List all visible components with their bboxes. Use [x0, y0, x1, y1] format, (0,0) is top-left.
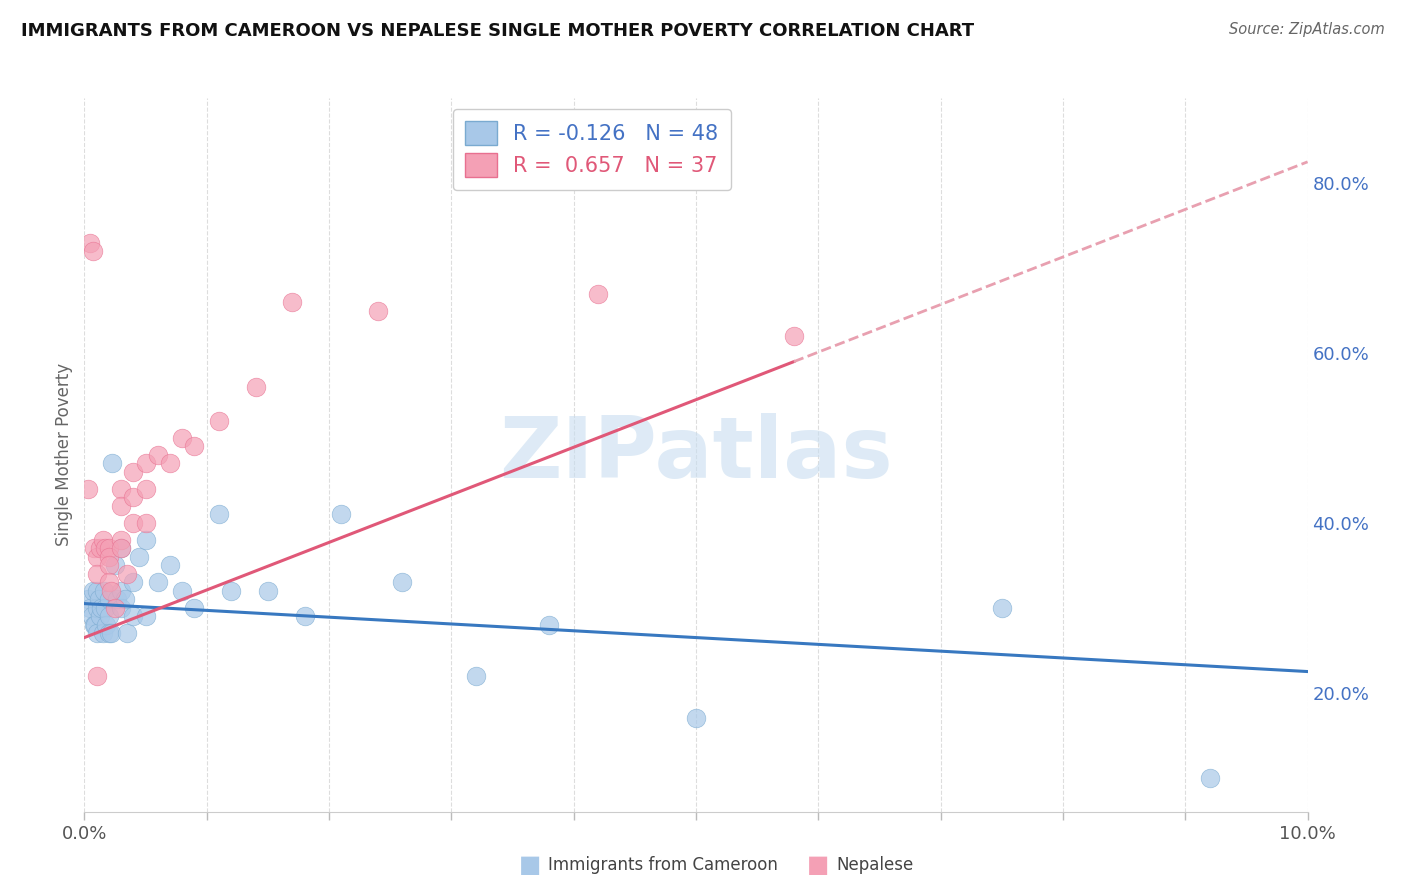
Point [135, 533, 157, 547]
Point [83, 617, 105, 632]
Point [97, 592, 120, 607]
Point [94, 541, 117, 556]
Point [101, 457, 124, 471]
Point [122, 575, 145, 590]
Point [115, 566, 138, 581]
Point [122, 465, 145, 479]
Point [538, 617, 561, 632]
Point [104, 600, 127, 615]
Point [82, 244, 104, 258]
Point [135, 482, 157, 496]
Point [87, 592, 110, 607]
Point [991, 600, 1014, 615]
Point [122, 516, 145, 530]
Point [86, 549, 108, 564]
Point [135, 609, 157, 624]
Text: ■: ■ [519, 854, 541, 877]
Point [685, 711, 707, 725]
Point [464, 669, 486, 683]
Point [172, 583, 194, 598]
Point [110, 600, 132, 615]
Point [114, 592, 136, 607]
Point [86, 626, 108, 640]
Point [110, 541, 132, 556]
Point [294, 609, 316, 624]
Text: ZIPatlas: ZIPatlas [499, 413, 893, 497]
Text: Source: ZipAtlas.com: Source: ZipAtlas.com [1229, 22, 1385, 37]
Point [135, 516, 157, 530]
Point [783, 329, 806, 343]
Text: IMMIGRANTS FROM CAMEROON VS NEPALESE SINGLE MOTHER POVERTY CORRELATION CHART: IMMIGRANTS FROM CAMEROON VS NEPALESE SIN… [21, 22, 974, 40]
Point [1198, 771, 1220, 785]
Point [94, 600, 117, 615]
Point [110, 533, 132, 547]
Point [257, 583, 280, 598]
Point [367, 303, 389, 318]
Point [135, 457, 157, 471]
Point [86, 669, 108, 683]
Point [82, 583, 104, 598]
Point [183, 600, 205, 615]
Point [77, 482, 100, 496]
Point [586, 286, 609, 301]
Point [89, 609, 111, 624]
Legend: R = -0.126   N = 48, R =  0.657   N = 37: R = -0.126 N = 48, R = 0.657 N = 37 [453, 109, 731, 190]
Point [219, 583, 242, 598]
Point [91, 626, 114, 640]
Point [97, 549, 120, 564]
Point [104, 558, 127, 573]
Text: Immigrants from Cameroon: Immigrants from Cameroon [548, 856, 778, 874]
Point [159, 558, 181, 573]
Point [84, 617, 107, 632]
Point [110, 499, 132, 513]
Text: ■: ■ [807, 854, 830, 877]
Point [146, 575, 169, 590]
Point [97, 575, 120, 590]
Point [146, 448, 169, 462]
Point [110, 583, 132, 598]
Point [110, 482, 132, 496]
Point [122, 609, 145, 624]
Point [86, 583, 108, 598]
Point [245, 380, 267, 394]
Point [183, 439, 205, 453]
Point [90, 600, 112, 615]
Point [97, 609, 120, 624]
Point [391, 575, 413, 590]
Point [79, 235, 101, 250]
Point [77, 592, 100, 607]
Y-axis label: Single Mother Poverty: Single Mother Poverty [55, 363, 73, 547]
Point [208, 414, 231, 428]
Point [100, 626, 122, 640]
Point [89, 541, 111, 556]
Point [122, 491, 145, 505]
Point [105, 592, 128, 607]
Point [110, 541, 132, 556]
Point [97, 541, 120, 556]
Point [91, 533, 114, 547]
Point [80, 609, 103, 624]
Text: Nepalese: Nepalese [837, 856, 914, 874]
Point [128, 549, 150, 564]
Point [83, 541, 105, 556]
Point [159, 457, 181, 471]
Point [97, 558, 120, 573]
Point [100, 583, 122, 598]
Point [281, 295, 304, 310]
Point [172, 431, 194, 445]
Point [86, 566, 108, 581]
Point [97, 626, 120, 640]
Point [330, 508, 353, 522]
Point [79, 600, 101, 615]
Point [208, 508, 231, 522]
Point [93, 583, 115, 598]
Point [96, 617, 118, 632]
Point [115, 626, 138, 640]
Point [86, 600, 108, 615]
